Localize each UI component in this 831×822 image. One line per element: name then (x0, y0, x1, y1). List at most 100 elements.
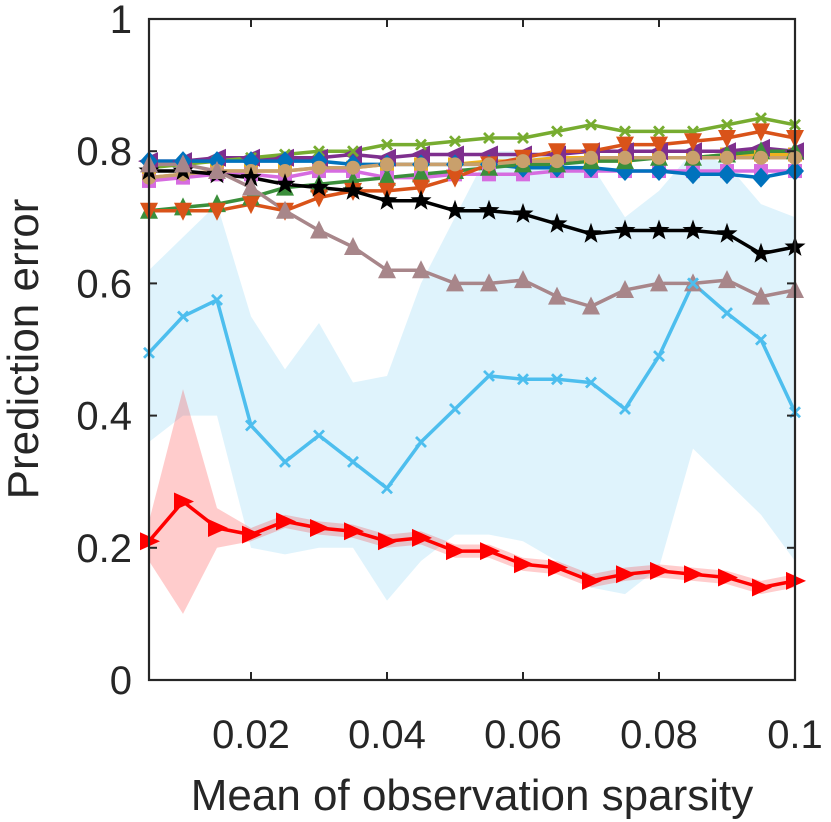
point-light-blue-7 (381, 482, 393, 495)
point-black-10 (478, 199, 500, 220)
point-black-11 (512, 203, 534, 223)
point-orange-2 (208, 202, 226, 221)
point-tan-5 (312, 160, 326, 175)
point-tan-14 (618, 150, 632, 165)
point-green-7 (381, 138, 393, 151)
point-black-17 (716, 222, 738, 243)
x-tick-label: 0.06 (484, 713, 562, 757)
point-tan-10 (482, 157, 496, 172)
ticks: 0.02 0.04 0.06 0.08 0.1 0 0.2 0.4 0.6 0.8 1 (76, 0, 822, 757)
point-green-9 (449, 135, 461, 148)
point-black-3 (240, 166, 262, 187)
point-orange-1 (174, 202, 192, 221)
point-light-blue-10 (483, 369, 495, 382)
point-mauve-2 (208, 161, 226, 179)
point-green-8 (415, 138, 427, 151)
point-red-3 (242, 525, 262, 544)
point-tan-8 (414, 157, 428, 172)
point-mauve-3 (242, 177, 260, 196)
x-tick-label: 0.02 (212, 713, 290, 757)
point-black-13 (580, 222, 602, 243)
point-red-14 (616, 565, 636, 584)
point-red-12 (548, 558, 568, 577)
point-red-17 (718, 568, 738, 587)
point-orange-9 (446, 169, 464, 188)
point-mauve-17 (718, 270, 736, 289)
y-tick-label: 0.6 (76, 262, 132, 306)
point-red-11 (514, 555, 534, 574)
point-mauve-5 (310, 220, 328, 239)
point-red-15 (650, 561, 670, 580)
point-light-blue-12 (551, 373, 563, 386)
point-black-4 (274, 173, 296, 194)
point-mauve-9 (446, 273, 464, 292)
point-blue-17 (718, 164, 736, 185)
point-red-6 (344, 522, 364, 541)
point-orange-15 (650, 136, 668, 155)
point-blue-16 (684, 164, 702, 185)
point-orange-17 (718, 130, 736, 148)
x-tick-label: 0.1 (767, 713, 823, 757)
point-light-blue-17 (721, 307, 733, 320)
point-red-18 (752, 578, 772, 597)
point-orange-3 (242, 196, 260, 215)
point-light-blue-15 (653, 350, 665, 363)
point-orange-8 (412, 179, 430, 198)
point-black-15 (648, 219, 670, 240)
point-mauve-11 (514, 270, 532, 289)
point-light-blue-5 (313, 429, 325, 442)
point-blue-18 (752, 167, 770, 188)
point-green-12 (551, 125, 563, 138)
band-light-blue-band (149, 151, 795, 601)
point-light-blue-6 (347, 455, 359, 468)
point-black-16 (682, 219, 704, 240)
point-green-14 (619, 125, 631, 138)
point-tan-9 (448, 157, 462, 172)
y-tick-label: 0.8 (76, 130, 132, 174)
point-orange-16 (684, 133, 702, 152)
point-green-15 (653, 125, 665, 138)
point-mauve-12 (548, 286, 566, 305)
y-axis-title: Prediction error (0, 199, 48, 500)
point-red-1 (174, 492, 194, 511)
point-black-14 (614, 219, 636, 240)
x-tick-label: 0.08 (620, 713, 698, 757)
point-black-12 (546, 212, 568, 233)
point-red-2 (208, 519, 228, 537)
point-mauve-6 (344, 237, 362, 255)
point-black-8 (410, 189, 432, 210)
point-red-9 (446, 542, 466, 561)
point-green-6 (347, 145, 359, 158)
point-tan-13 (584, 150, 598, 165)
point-tan-12 (550, 154, 564, 169)
point-dark-green-8 (412, 164, 430, 183)
point-light-blue-18 (755, 333, 767, 346)
point-red-7 (378, 532, 398, 551)
point-orange-14 (616, 136, 634, 155)
y-tick-label: 0 (110, 659, 132, 703)
point-dark-green-7 (378, 167, 396, 186)
point-mauve-1 (174, 154, 192, 173)
point-red-4 (276, 512, 296, 531)
point-mauve-8 (412, 260, 430, 279)
x-axis-title: Mean of observation sparsity (191, 771, 754, 820)
point-red-5 (310, 519, 330, 537)
y-tick-label: 1 (110, 0, 132, 42)
point-black-18 (750, 242, 772, 263)
confidence-bands (149, 151, 795, 614)
point-orange-18 (752, 123, 770, 142)
point-light-blue-9 (449, 403, 461, 415)
point-blue-15 (650, 161, 668, 181)
plot-box (147, 17, 797, 682)
point-black-5 (308, 176, 330, 197)
point-black-7 (376, 189, 398, 210)
point-green-13 (585, 118, 597, 131)
point-tan-18 (754, 150, 768, 165)
y-tick-label: 0.4 (76, 395, 132, 439)
point-green-17 (721, 118, 733, 131)
point-light-blue-13 (585, 376, 597, 389)
point-red-8 (412, 528, 432, 547)
point-green-18 (755, 112, 767, 125)
point-black-6 (342, 179, 364, 200)
point-mauve-7 (378, 260, 396, 279)
